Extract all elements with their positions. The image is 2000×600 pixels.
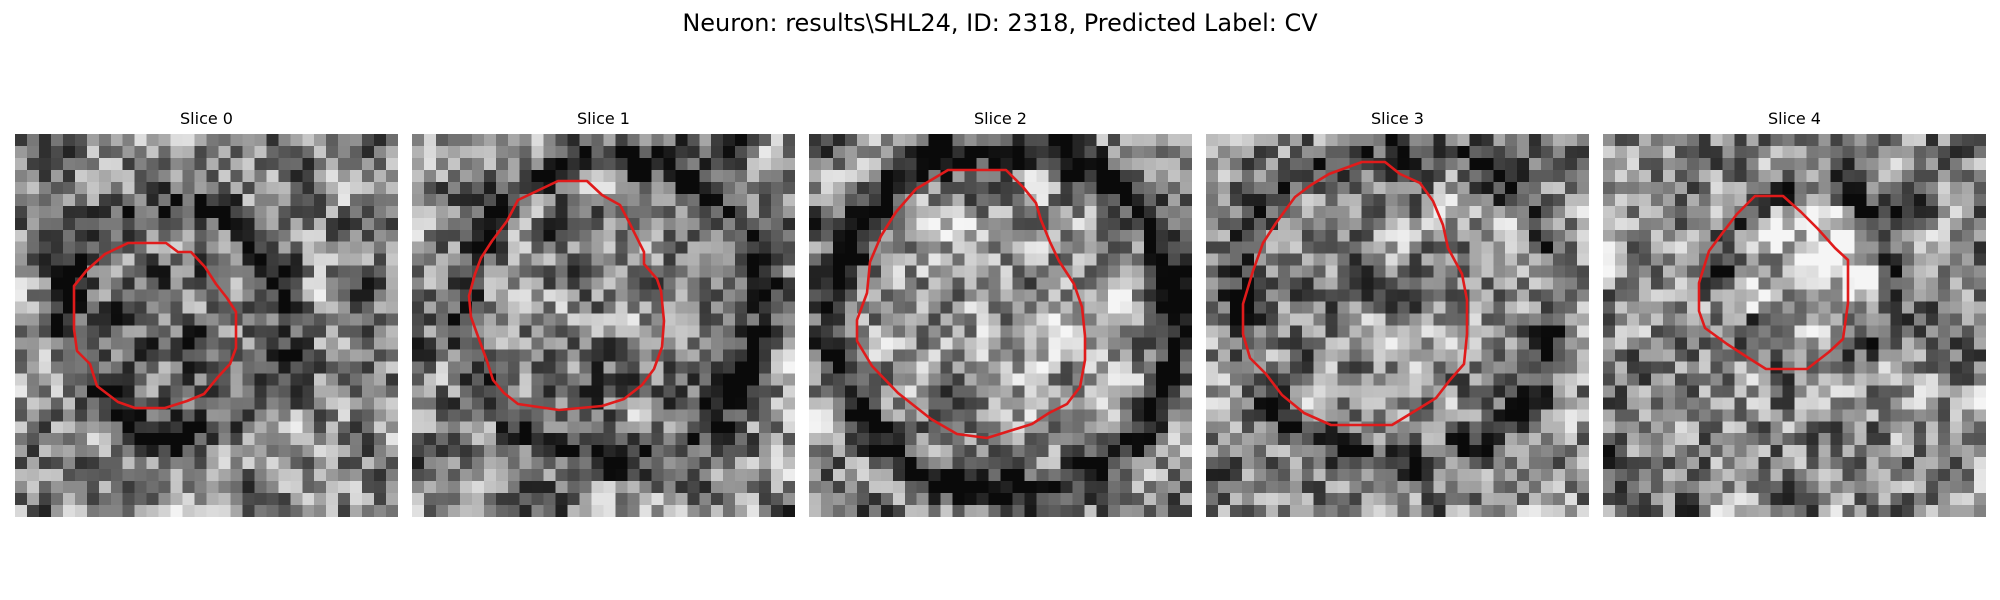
neuron-contour-4 (1697, 194, 1850, 371)
slice-title-4: Slice 4 (1768, 109, 1821, 128)
slice-image-2 (809, 134, 1192, 517)
slice-panel-1: Slice 1 (412, 108, 795, 520)
slice-image-4 (1603, 134, 1986, 517)
slice-title-1: Slice 1 (577, 109, 630, 128)
slice-image-0 (15, 134, 398, 517)
slice-panel-2: Slice 2 (809, 108, 1192, 520)
slice-panel-3: Slice 3 (1206, 108, 1589, 520)
slice-title-3: Slice 3 (1371, 109, 1424, 128)
slice-image-3 (1206, 134, 1589, 517)
slice-panel-0: Slice 0 (15, 108, 398, 520)
neuron-contour-3 (1241, 160, 1469, 427)
slice-image-1 (412, 134, 795, 517)
slice-title-2: Slice 2 (974, 109, 1027, 128)
neuron-contour-0 (72, 241, 238, 410)
slice-title-0: Slice 0 (180, 109, 233, 128)
neuron-contour-1 (467, 179, 666, 412)
neuron-contour-2 (855, 168, 1087, 440)
figure-title: Neuron: results\SHL24, ID: 2318, Predict… (682, 9, 1318, 37)
slice-panel-4: Slice 4 (1603, 108, 1986, 520)
